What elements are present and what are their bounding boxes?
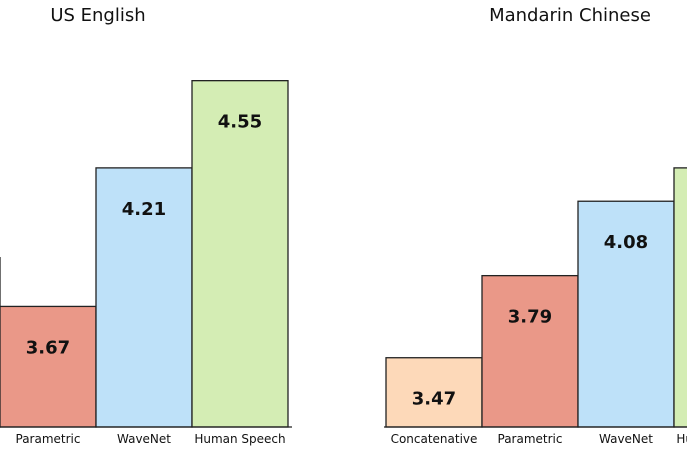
bar-wavenet <box>95 167 193 428</box>
bar-value-label-wavenet: 4.08 <box>604 232 648 253</box>
bar-parametric <box>0 305 97 428</box>
bar-value-label-concatenative: 3.47 <box>412 389 456 410</box>
x-tick-label-human-speech: Human Speech <box>676 432 687 446</box>
bar-human-speech <box>191 80 289 428</box>
chart-title: Mandarin Chinese <box>489 5 651 26</box>
x-tick-label-parametric: Parametric <box>16 432 81 446</box>
x-tick-label-wavenet: WaveNet <box>599 432 653 446</box>
x-tick-label-wavenet: WaveNet <box>117 432 171 446</box>
bar-value-label-parametric: 3.67 <box>26 337 70 358</box>
bar-value-label-parametric: 3.79 <box>508 307 552 328</box>
bar-wavenet <box>577 200 675 428</box>
bar-value-label-wavenet: 4.21 <box>122 199 166 220</box>
x-tick-label-concatenative: Concatenative <box>391 432 478 446</box>
x-tick-label-parametric: Parametric <box>498 432 563 446</box>
x-tick-label-human-speech: Human Speech <box>194 432 285 446</box>
bar-parametric <box>481 274 579 428</box>
chart-title: US English <box>50 5 145 26</box>
bar-human-speech <box>673 167 687 428</box>
bar-value-label-human-speech: 4.55 <box>218 112 262 133</box>
chart-panel-us-english: US English Concatenative3.67Parametric4.… <box>0 5 292 446</box>
chart-panel-mandarin-chinese: Mandarin Chinese 3.47 Concatenative 3.79 Pa… <box>384 5 687 446</box>
